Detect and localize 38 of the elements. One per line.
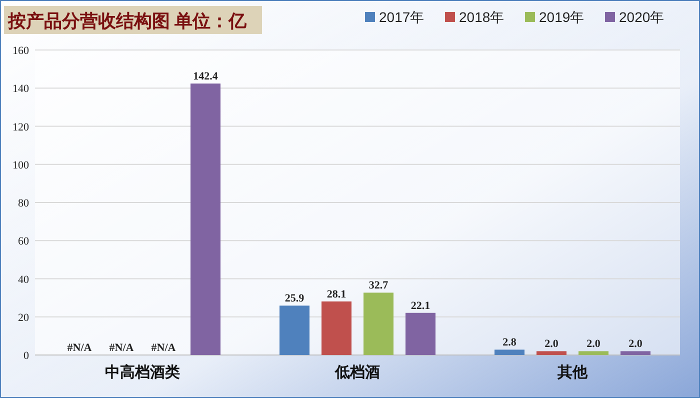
bar <box>364 292 394 355</box>
legend-label: 2020年 <box>619 9 664 25</box>
bar <box>190 84 220 355</box>
y-tick-label: 120 <box>12 121 30 134</box>
bar <box>578 351 608 355</box>
text: #N/A <box>67 342 92 354</box>
y-tick-label: 100 <box>12 159 30 172</box>
bar <box>494 350 524 355</box>
y-tick-label: 20 <box>18 312 30 324</box>
x-tick-label: 低档酒 <box>334 364 380 381</box>
data-label: 2.0 <box>544 338 559 350</box>
legend-label: 2017年 <box>379 9 424 25</box>
bar <box>280 306 310 355</box>
y-tick-label: 80 <box>18 198 30 210</box>
data-label: 2.8 <box>502 336 517 349</box>
bar <box>322 301 352 355</box>
data-label: 32.7 <box>368 280 389 292</box>
x-tick-label: 中高档酒类 <box>105 363 180 381</box>
data-label: 2.0 <box>628 338 643 350</box>
y-tick-label: 140 <box>12 83 30 96</box>
data-label: 2.0 <box>586 338 601 350</box>
data-label: 28.1 <box>326 288 346 300</box>
y-tick-label: 160 <box>12 45 30 57</box>
y-tick-label: 60 <box>18 236 30 248</box>
legend-label: 2019年 <box>539 9 584 25</box>
bar <box>620 351 650 355</box>
text: #N/A <box>109 342 134 354</box>
y-tick-label: 0 <box>24 350 30 362</box>
text: #N/A <box>151 342 176 354</box>
legend-label: 2018年 <box>459 9 504 25</box>
x-tick-label: 其他 <box>556 364 588 381</box>
data-label: 25.9 <box>284 292 305 305</box>
data-label: 22.1 <box>410 300 430 312</box>
y-tick-label: 40 <box>18 274 30 286</box>
chart-title: 按产品分营收结构图 单位：亿 <box>7 11 248 31</box>
data-label: 142.4 <box>193 70 218 83</box>
bar <box>406 312 436 355</box>
bar <box>536 351 566 355</box>
